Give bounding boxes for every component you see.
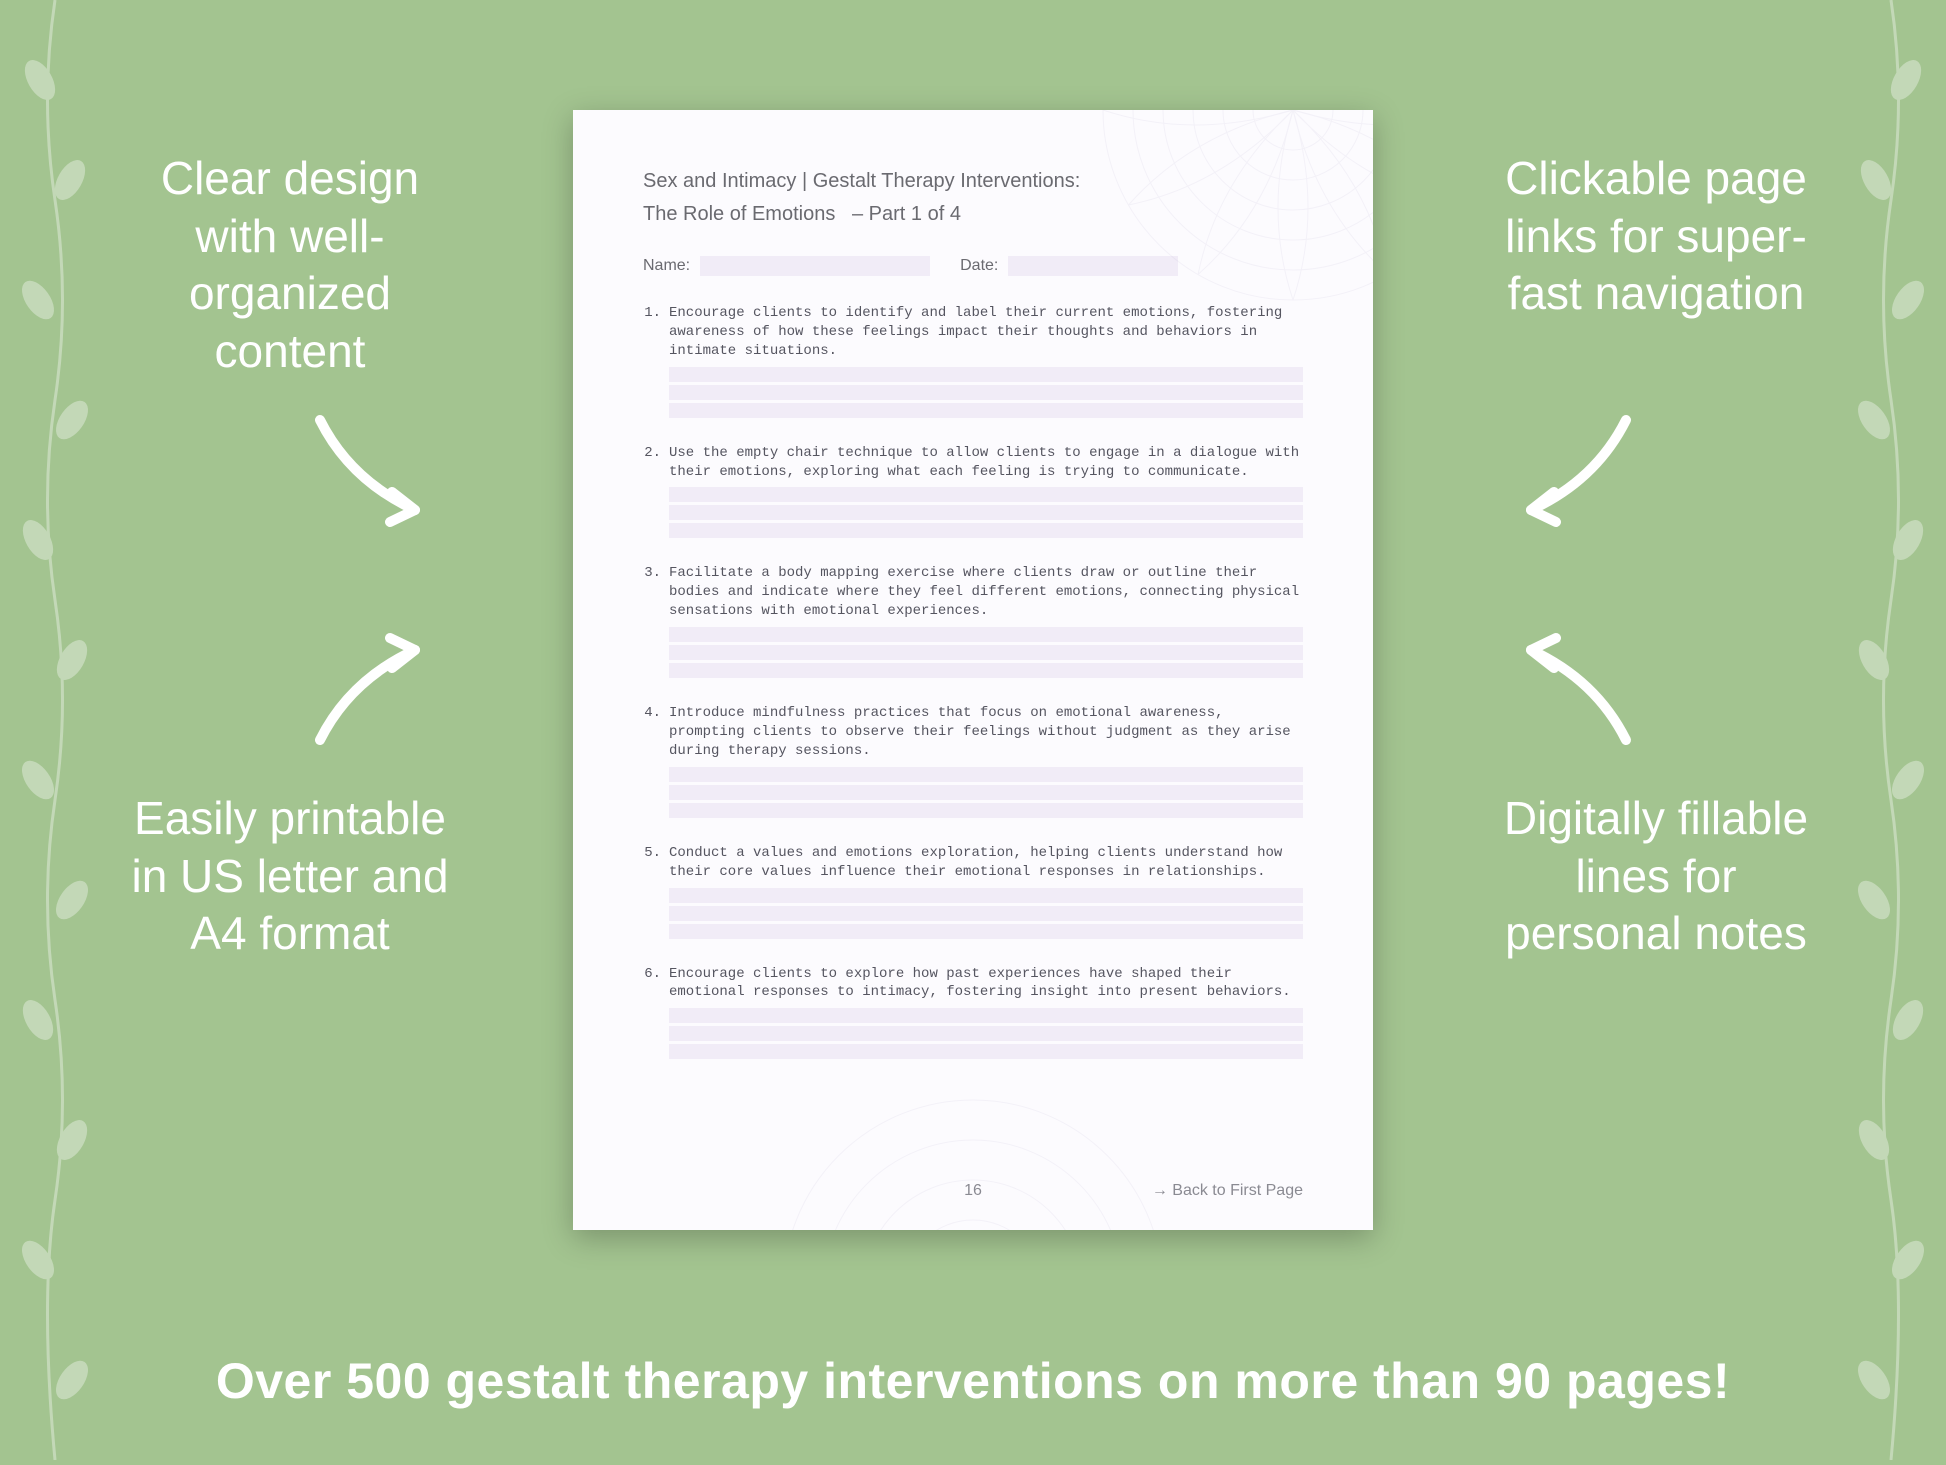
item-text: Use the empty chair technique to allow c… [669, 444, 1303, 482]
fill-lines [669, 767, 1303, 818]
fill-line[interactable] [669, 385, 1303, 400]
fill-line[interactable] [669, 487, 1303, 502]
vine-right-decoration [1846, 0, 1936, 1460]
document-part: – Part 1 of 4 [852, 203, 961, 225]
fill-line[interactable] [669, 785, 1303, 800]
date-field: Date: [960, 256, 1178, 276]
item-number: 6. [643, 965, 661, 1060]
fill-line[interactable] [669, 645, 1303, 660]
fill-line[interactable] [669, 505, 1303, 520]
item-body: Encourage clients to explore how past ex… [669, 965, 1303, 1060]
fill-line[interactable] [669, 924, 1303, 939]
item-body: Facilitate a body mapping exercise where… [669, 564, 1303, 678]
name-field: Name: [643, 256, 930, 276]
list-item: 2.Use the empty chair technique to allow… [643, 444, 1303, 539]
fill-line[interactable] [669, 523, 1303, 538]
item-text: Encourage clients to explore how past ex… [669, 965, 1303, 1003]
meta-row: Name: Date: [643, 256, 1303, 276]
date-label: Date: [960, 257, 998, 275]
item-text: Facilitate a body mapping exercise where… [669, 564, 1303, 621]
fill-lines [669, 367, 1303, 418]
item-number: 1. [643, 304, 661, 418]
list-item: 4.Introduce mindfulness practices that f… [643, 704, 1303, 818]
fill-line[interactable] [669, 1026, 1303, 1041]
item-text: Encourage clients to identify and label … [669, 304, 1303, 361]
fill-lines [669, 888, 1303, 939]
item-body: Encourage clients to identify and label … [669, 304, 1303, 418]
arrow-bottom-left-icon [300, 620, 440, 760]
document-title: The Role of Emotions – Part 1 of 4 [643, 203, 1303, 226]
page-number: 16 [964, 1182, 982, 1200]
item-text: Conduct a values and emotions exploratio… [669, 844, 1303, 882]
item-body: Introduce mindfulness practices that foc… [669, 704, 1303, 818]
fill-line[interactable] [669, 906, 1303, 921]
page-footer: 16 → Back to First Page [643, 1182, 1303, 1200]
callout-top-right: Clickable page links for super-fast navi… [1486, 150, 1826, 323]
arrow-top-right-icon [1506, 400, 1646, 540]
mandala-bottom-decoration [773, 1090, 1173, 1230]
item-number: 2. [643, 444, 661, 539]
document-category: Sex and Intimacy | Gestalt Therapy Inter… [643, 170, 1303, 193]
list-item: 3.Facilitate a body mapping exercise whe… [643, 564, 1303, 678]
item-body: Conduct a values and emotions exploratio… [669, 844, 1303, 939]
item-body: Use the empty chair technique to allow c… [669, 444, 1303, 539]
document-title-text: The Role of Emotions [643, 203, 835, 225]
fill-line[interactable] [669, 367, 1303, 382]
item-number: 5. [643, 844, 661, 939]
callout-bottom-left: Easily printable in US letter and A4 for… [120, 790, 460, 963]
bottom-banner: Over 500 gestalt therapy interventions o… [0, 1352, 1946, 1410]
fill-line[interactable] [669, 403, 1303, 418]
list-item: 6.Encourage clients to explore how past … [643, 965, 1303, 1060]
list-item: 1.Encourage clients to identify and labe… [643, 304, 1303, 418]
callout-top-left: Clear design with well-organized content [120, 150, 460, 380]
fill-line[interactable] [669, 803, 1303, 818]
fill-lines [669, 1008, 1303, 1059]
item-number: 3. [643, 564, 661, 678]
fill-line[interactable] [669, 663, 1303, 678]
item-number: 4. [643, 704, 661, 818]
document-page: Sex and Intimacy | Gestalt Therapy Inter… [573, 110, 1373, 1230]
arrow-bottom-right-icon [1506, 620, 1646, 760]
callout-bottom-right: Digitally fillable lines for personal no… [1486, 790, 1826, 963]
vine-left-decoration [10, 0, 100, 1460]
back-to-first-link[interactable]: → Back to First Page [1152, 1182, 1303, 1200]
item-text: Introduce mindfulness practices that foc… [669, 704, 1303, 761]
fill-lines [669, 627, 1303, 678]
list-item: 5.Conduct a values and emotions explorat… [643, 844, 1303, 939]
fill-lines [669, 487, 1303, 538]
arrow-top-left-icon [300, 400, 440, 540]
date-input[interactable] [1008, 256, 1178, 276]
fill-line[interactable] [669, 888, 1303, 903]
fill-line[interactable] [669, 1044, 1303, 1059]
name-input[interactable] [700, 256, 930, 276]
fill-line[interactable] [669, 627, 1303, 642]
fill-line[interactable] [669, 767, 1303, 782]
name-label: Name: [643, 257, 690, 275]
fill-line[interactable] [669, 1008, 1303, 1023]
